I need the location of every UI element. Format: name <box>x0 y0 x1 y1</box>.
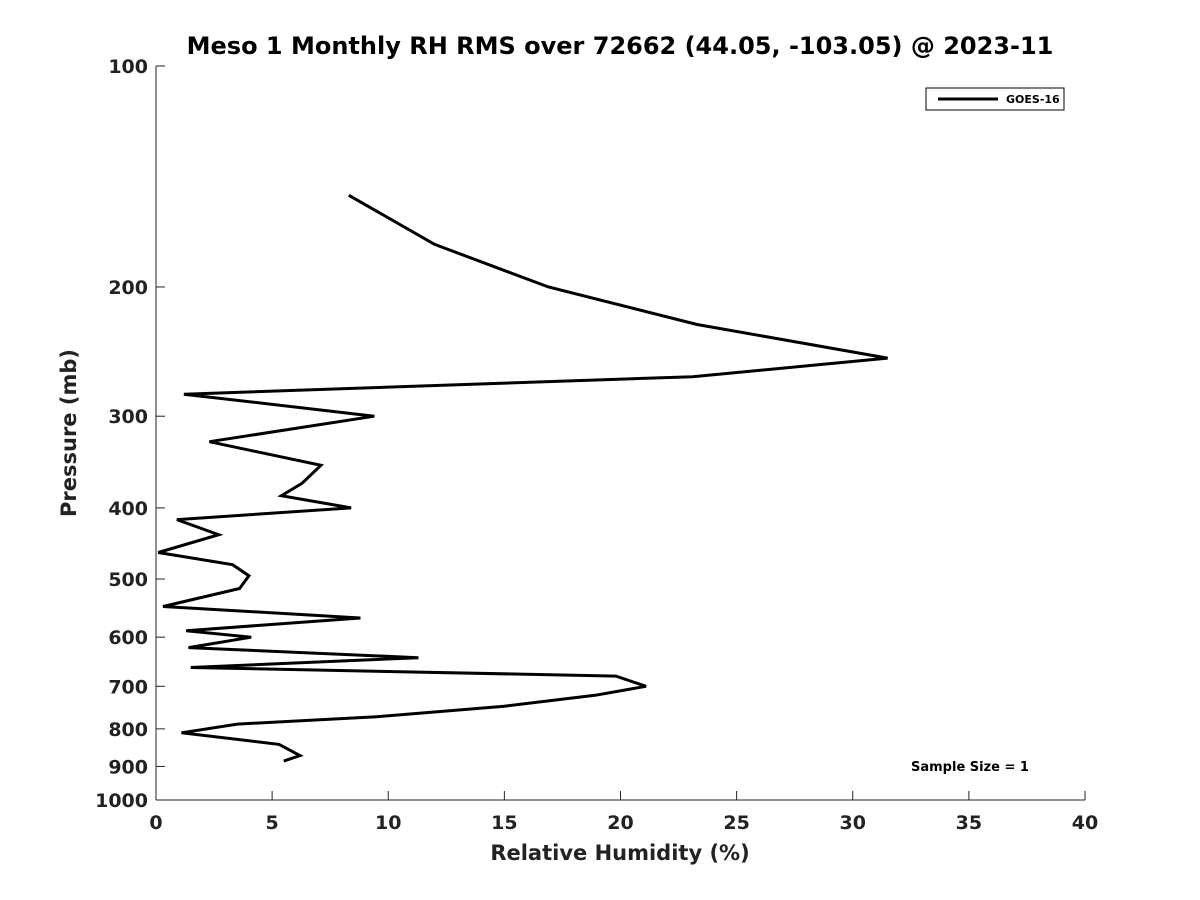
x-tick-label: 30 <box>840 812 866 834</box>
y-tick-label: 800 <box>108 719 148 741</box>
y-tick-label: 300 <box>108 406 148 428</box>
x-tick-label: 35 <box>956 812 982 834</box>
y-tick-label: 100 <box>108 56 148 78</box>
axes: 0 5 10 15 20 25 30 35 40 100 200 300 400 500 600 700 800… <box>95 56 1098 834</box>
x-tick-label: 10 <box>375 812 401 834</box>
x-tick-label: 5 <box>266 812 279 834</box>
x-tick-label: 15 <box>491 812 517 834</box>
y-tick-label: 900 <box>108 756 148 778</box>
series-line-goes-16 <box>157 193 888 763</box>
y-tick-label: 500 <box>108 569 148 591</box>
x-tick-label: 25 <box>723 812 749 834</box>
chart-title: Meso 1 Monthly RH RMS over 72662 (44.05,… <box>187 32 1054 60</box>
y-axis-label: Pressure (mb) <box>57 349 81 517</box>
series-layer <box>157 193 888 763</box>
legend: GOES-16 <box>925 87 1065 111</box>
x-tick-label: 0 <box>149 812 162 834</box>
x-tick-label: 20 <box>607 812 633 834</box>
legend-label-goes-16: GOES-16 <box>1006 93 1060 106</box>
y-tick-label: 200 <box>108 277 148 299</box>
x-axis-label: Relative Humidity (%) <box>490 841 749 865</box>
x-tick-label: 40 <box>1072 812 1098 834</box>
sample-size-annotation: Sample Size = 1 <box>911 760 1029 775</box>
y-tick-label: 700 <box>108 676 148 698</box>
y-tick-label: 600 <box>108 627 148 649</box>
y-tick-label: 400 <box>108 498 148 520</box>
y-tick-label: 1000 <box>95 790 148 812</box>
